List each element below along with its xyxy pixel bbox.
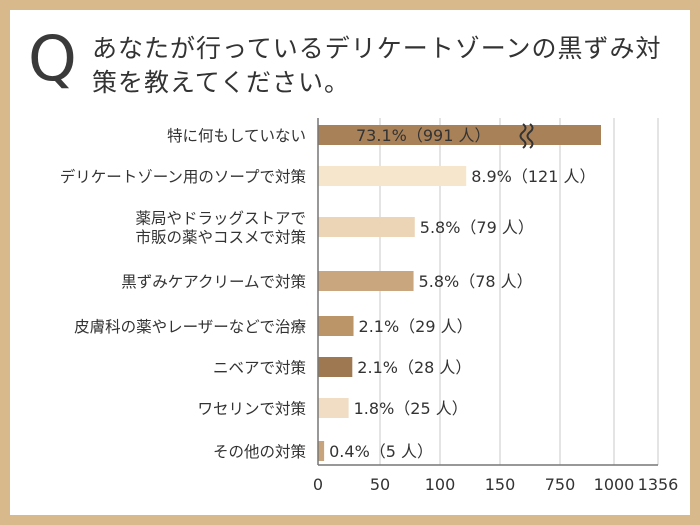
bar xyxy=(318,166,467,186)
axis-break-mark xyxy=(526,123,534,149)
x-tick-label: 50 xyxy=(370,475,390,494)
x-tick-label: 100 xyxy=(425,475,456,494)
x-tick-label: 1356 xyxy=(638,475,679,494)
bar xyxy=(318,316,354,336)
data-label: 1.8%（25 人） xyxy=(354,399,468,418)
x-tick-label: 1000 xyxy=(594,475,635,494)
category-label: その他の対策 xyxy=(213,443,306,461)
data-label: 2.1%（29 人） xyxy=(359,317,473,336)
category-label: 市販の薬やコスメで対策 xyxy=(135,229,306,247)
data-label: 5.8%（79 人） xyxy=(420,218,534,237)
bar xyxy=(318,357,353,377)
data-label: 0.4%（5 人） xyxy=(329,442,433,461)
chart-title: あなたが行っているデリケートゾーンの黒ずみ対策を教えてください。 xyxy=(92,34,662,97)
x-tick-label: 150 xyxy=(485,475,516,494)
data-label: 2.1%（28 人） xyxy=(357,358,471,377)
bar xyxy=(318,271,414,291)
question-mark: Q xyxy=(28,22,77,95)
category-label: デリケートゾーン用のソープで対策 xyxy=(60,167,306,186)
bar xyxy=(318,398,349,418)
x-tick-label: 750 xyxy=(545,475,576,494)
x-tick-label: 0 xyxy=(313,475,323,494)
data-label: 8.9%（121 人） xyxy=(471,167,595,186)
category-label: 薬局やドラッグストアで xyxy=(135,210,306,228)
data-label: 5.8%（78 人） xyxy=(419,272,533,291)
category-label: 黒ずみケアクリームで対策 xyxy=(121,273,306,291)
category-label: ワセリンで対策 xyxy=(197,400,306,418)
category-label: 皮膚科の薬やレーザーなどで治療 xyxy=(74,318,306,336)
bar xyxy=(318,441,325,461)
chart-card: Q あなたが行っているデリケートゾーンの黒ずみ対策を教えてください。 xyxy=(10,10,690,515)
bar xyxy=(318,217,415,237)
axis-break-mark xyxy=(519,123,527,149)
category-label: 特に何もしていない xyxy=(167,127,306,145)
category-label: ニベアで対策 xyxy=(213,359,306,377)
data-label: 73.1%（991 人） xyxy=(356,126,490,145)
